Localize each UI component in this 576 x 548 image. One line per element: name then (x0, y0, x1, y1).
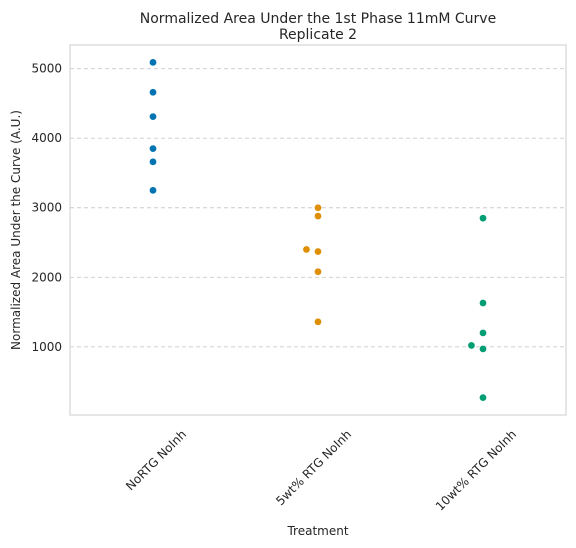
data-point (149, 144, 157, 153)
data-point (314, 212, 322, 220)
data-point (302, 245, 311, 254)
x-tick-label: 5wt% RTG NoInh (273, 427, 354, 508)
y-tick-label: 1000 (31, 340, 62, 354)
plot-frame (69, 44, 567, 416)
x-tick-label: NoRTG NoInh (123, 427, 189, 493)
data-point (314, 267, 322, 276)
data-point (149, 157, 157, 166)
data-point (479, 214, 487, 223)
x-tick-labels: NoRTG NoInh 5wt% RTG NoInh 10wt% RTG NoInh (123, 427, 519, 513)
data-point (149, 186, 157, 195)
data-point (479, 299, 487, 307)
data-point (149, 112, 157, 121)
y-tick-label: 4000 (31, 131, 62, 145)
data-point (149, 58, 157, 67)
data-point (314, 203, 322, 212)
x-tick-label: 10wt% RTG NoInh (433, 427, 519, 513)
y-axis-label: Normalized Area Under the Curve (A.U.) (9, 110, 23, 350)
chart-subtitle: Replicate 2 (279, 27, 357, 43)
data-point (149, 88, 157, 97)
data-point (467, 341, 476, 350)
data-point (314, 247, 322, 256)
data-point (479, 393, 487, 402)
data-point (314, 317, 322, 326)
y-tick-label: 3000 (31, 201, 62, 215)
data-point (479, 329, 487, 337)
chart-title: Normalized Area Under the 1st Phase 11mM… (140, 11, 496, 27)
data-point (479, 345, 487, 353)
x-axis-label: Treatment (286, 524, 348, 538)
data-points (149, 58, 487, 402)
y-tick-labels: 1000 2000 3000 4000 5000 (31, 62, 62, 354)
y-tick-label: 5000 (31, 62, 62, 76)
y-tick-label: 2000 (31, 270, 62, 284)
